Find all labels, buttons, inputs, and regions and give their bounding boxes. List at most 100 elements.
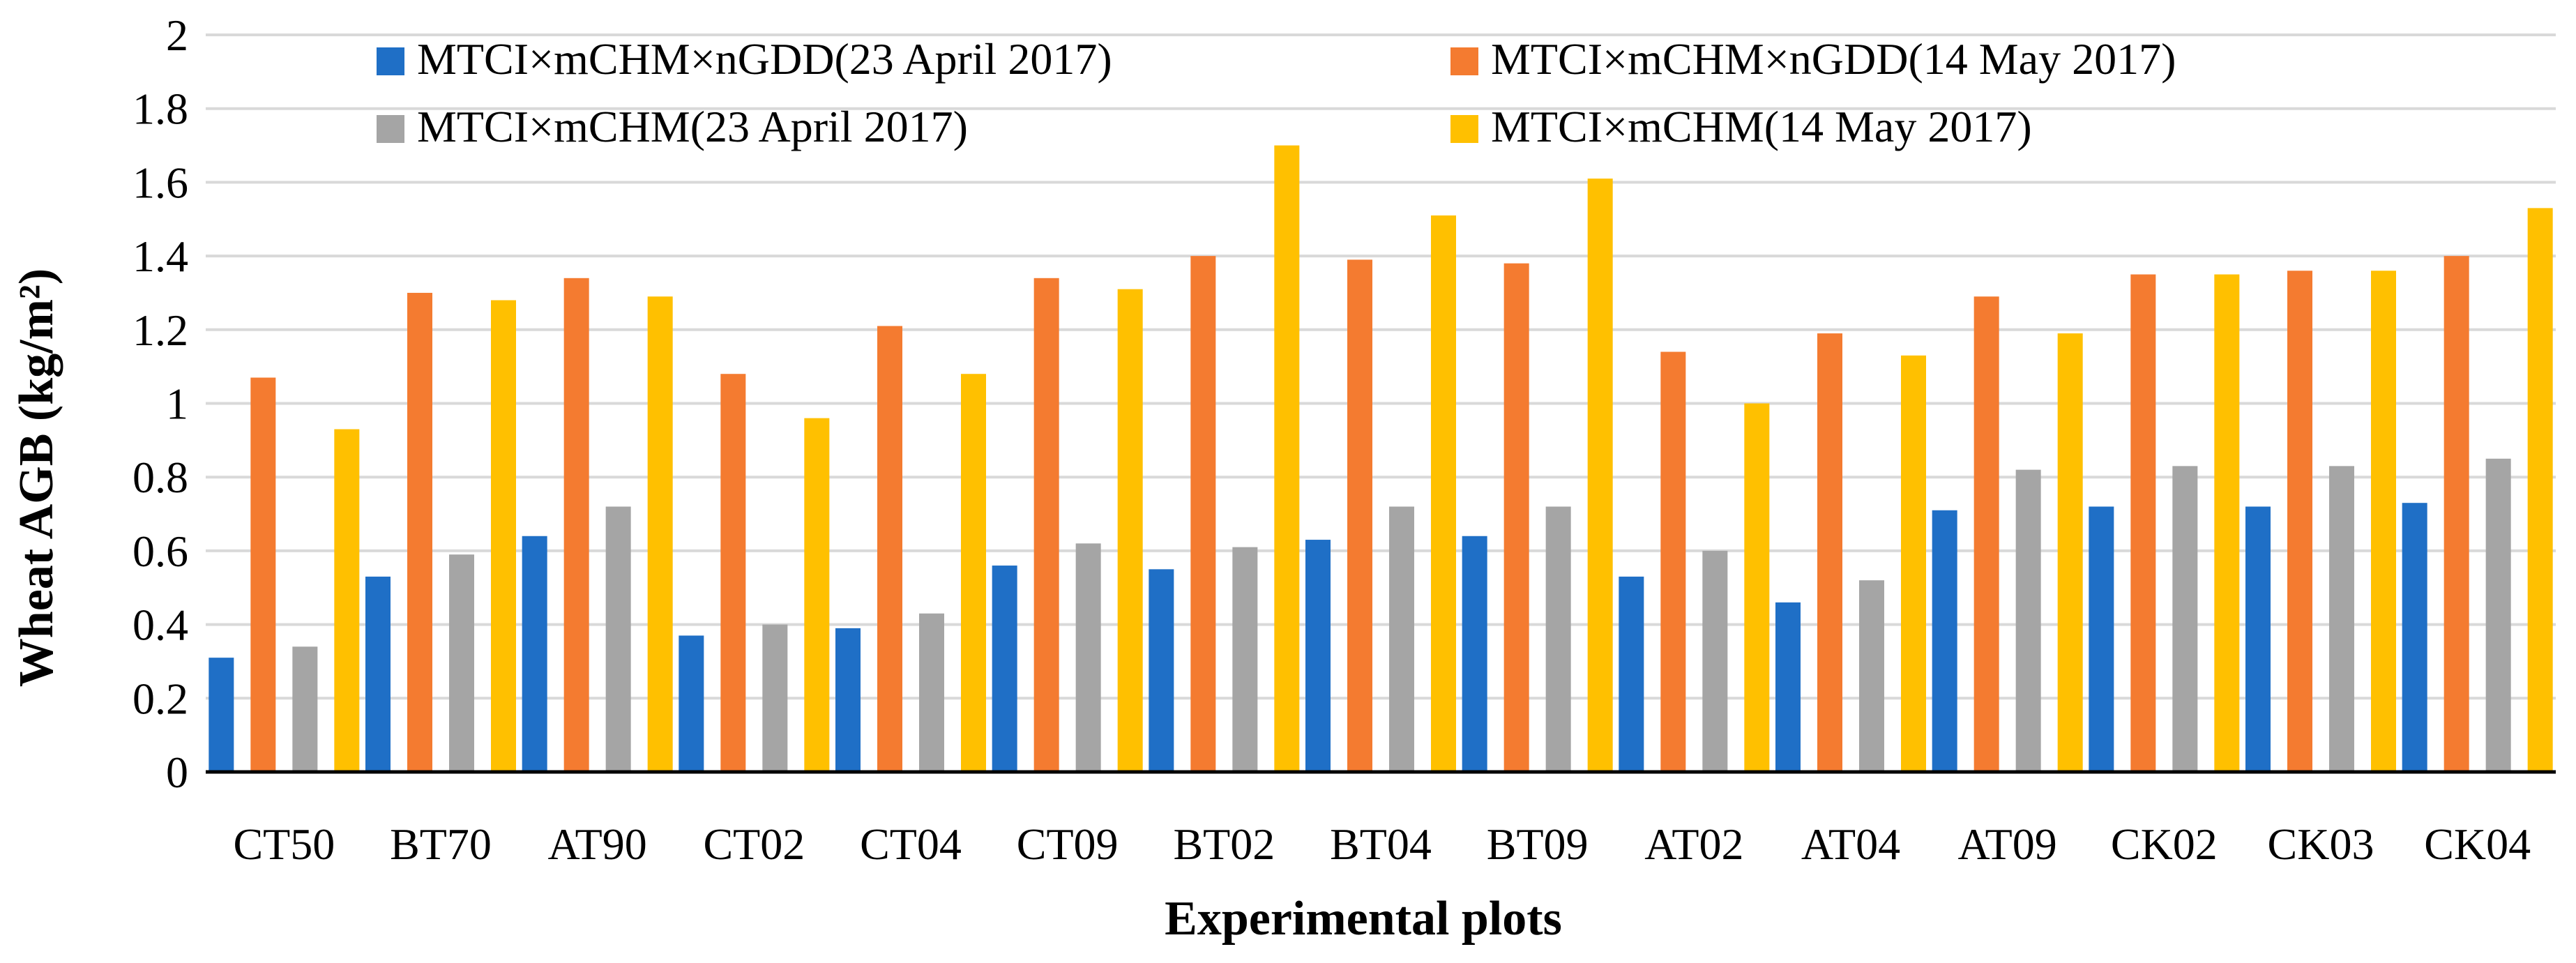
- x-tick-label: AT02: [1644, 819, 1743, 869]
- bar: [491, 300, 516, 772]
- bar: [762, 624, 788, 772]
- bar: [2371, 271, 2396, 772]
- x-tick-label: CT09: [1017, 819, 1119, 869]
- bar: [1973, 296, 1999, 772]
- legend-label: MTCI×mCHM(14 May 2017): [1491, 102, 2032, 151]
- bar: [2057, 333, 2083, 773]
- bar: [877, 326, 902, 772]
- y-tick-label: 0.6: [132, 526, 188, 576]
- bar: [334, 429, 360, 772]
- bars: [209, 145, 2553, 773]
- legend-swatch: [1450, 47, 1478, 75]
- bar: [2172, 466, 2198, 772]
- bar: [919, 613, 944, 772]
- bar: [1232, 547, 1258, 772]
- y-tick-labels: 0 0.2 0.4 0.6 0.8 1 1.2 1.4 1.6 1.8 2: [132, 10, 188, 797]
- x-tick-label: BT04: [1330, 819, 1432, 869]
- x-tick-label: AT09: [1958, 819, 2057, 869]
- bar: [1859, 580, 1884, 772]
- bar: [2329, 466, 2354, 772]
- bar: [1274, 145, 1300, 773]
- y-tick-label: 0: [166, 748, 188, 797]
- x-tick-label: BT02: [1173, 819, 1275, 869]
- legend-label: MTCI×mCHM×nGDD(23 April 2017): [417, 34, 1112, 84]
- bar: [647, 296, 673, 772]
- bar: [2015, 469, 2041, 772]
- y-tick-label: 1.8: [132, 84, 188, 134]
- bar: [835, 628, 861, 772]
- bar: [1932, 510, 1957, 772]
- y-tick-label: 1.4: [132, 232, 188, 281]
- bar: [1149, 569, 1174, 772]
- x-tick-label: CK04: [2424, 819, 2531, 869]
- bar: [1503, 263, 1529, 772]
- x-tick-label: CK02: [2111, 819, 2218, 869]
- x-tick-label: CT04: [860, 819, 962, 869]
- bar: [2245, 506, 2271, 772]
- bar: [2444, 256, 2469, 773]
- gridlines: [206, 33, 2556, 700]
- bar: [1587, 179, 1613, 772]
- y-tick-label: 1.6: [132, 158, 188, 207]
- bar: [1462, 536, 1487, 772]
- bar: [1744, 403, 1770, 772]
- bar: [720, 374, 746, 772]
- x-tick-labels: CT50 BT70 AT90 CT02 CT04 CT09 BT02 BT04 BT09 AT02…: [233, 819, 2531, 869]
- legend-swatch: [377, 115, 404, 143]
- bar: [522, 536, 547, 772]
- bar: [961, 374, 986, 772]
- bar: [2485, 458, 2511, 772]
- bar: [1033, 278, 1059, 772]
- x-tick-label: CT02: [703, 819, 805, 869]
- bar: [250, 377, 276, 772]
- bar: [804, 418, 830, 772]
- legend-swatch: [377, 47, 404, 75]
- bar: [209, 658, 234, 772]
- legend-swatch: [1450, 115, 1478, 143]
- bar: [605, 506, 631, 772]
- bar: [365, 576, 391, 772]
- bar: [2287, 271, 2312, 772]
- x-tick-label: BT70: [390, 819, 492, 869]
- bar: [1702, 550, 1728, 772]
- bar: [1389, 506, 1414, 772]
- bar: [2089, 506, 2114, 772]
- bar: [1190, 256, 1216, 773]
- bar: [1347, 259, 1372, 772]
- bar: [679, 635, 704, 772]
- legend-label: MTCI×mCHM×nGDD(14 May 2017): [1491, 34, 2176, 84]
- bar: [992, 566, 1017, 772]
- y-tick-label: 2: [166, 10, 188, 60]
- x-tick-label: AT90: [548, 819, 647, 869]
- bar: [292, 646, 318, 772]
- bar: [1619, 576, 1644, 772]
- bar: [1305, 540, 1331, 772]
- bar: [1817, 333, 1842, 773]
- bar: [2214, 274, 2240, 772]
- bar: [449, 554, 474, 772]
- x-tick-label: BT09: [1487, 819, 1589, 869]
- bar: [2527, 208, 2553, 772]
- bar: [407, 292, 432, 772]
- bar: [2130, 274, 2156, 772]
- bar: [1660, 351, 1686, 772]
- y-axis-title: Wheat AGB (kg/m²): [10, 268, 63, 687]
- legend-label: MTCI×mCHM(23 April 2017): [417, 102, 968, 151]
- bar: [1431, 215, 1456, 773]
- y-tick-label: 0.2: [132, 674, 188, 723]
- y-tick-label: 0.4: [132, 600, 188, 650]
- bar: [2402, 503, 2427, 772]
- bar: [1075, 543, 1101, 772]
- x-tick-label: CK03: [2268, 819, 2374, 869]
- legend: MTCI×mCHM×nGDD(23 April 2017) MTCI×mCHM×n…: [377, 34, 2176, 151]
- y-tick-label: 1: [166, 379, 188, 429]
- x-axis-title: Experimental plots: [1165, 892, 1562, 946]
- x-tick-label: CT50: [233, 819, 335, 869]
- bar: [1545, 506, 1571, 772]
- bar: [1901, 355, 1926, 772]
- bar: [1775, 602, 1801, 772]
- bar: [1117, 289, 1143, 772]
- y-tick-label: 0.8: [132, 453, 188, 502]
- x-tick-label: AT04: [1801, 819, 1900, 869]
